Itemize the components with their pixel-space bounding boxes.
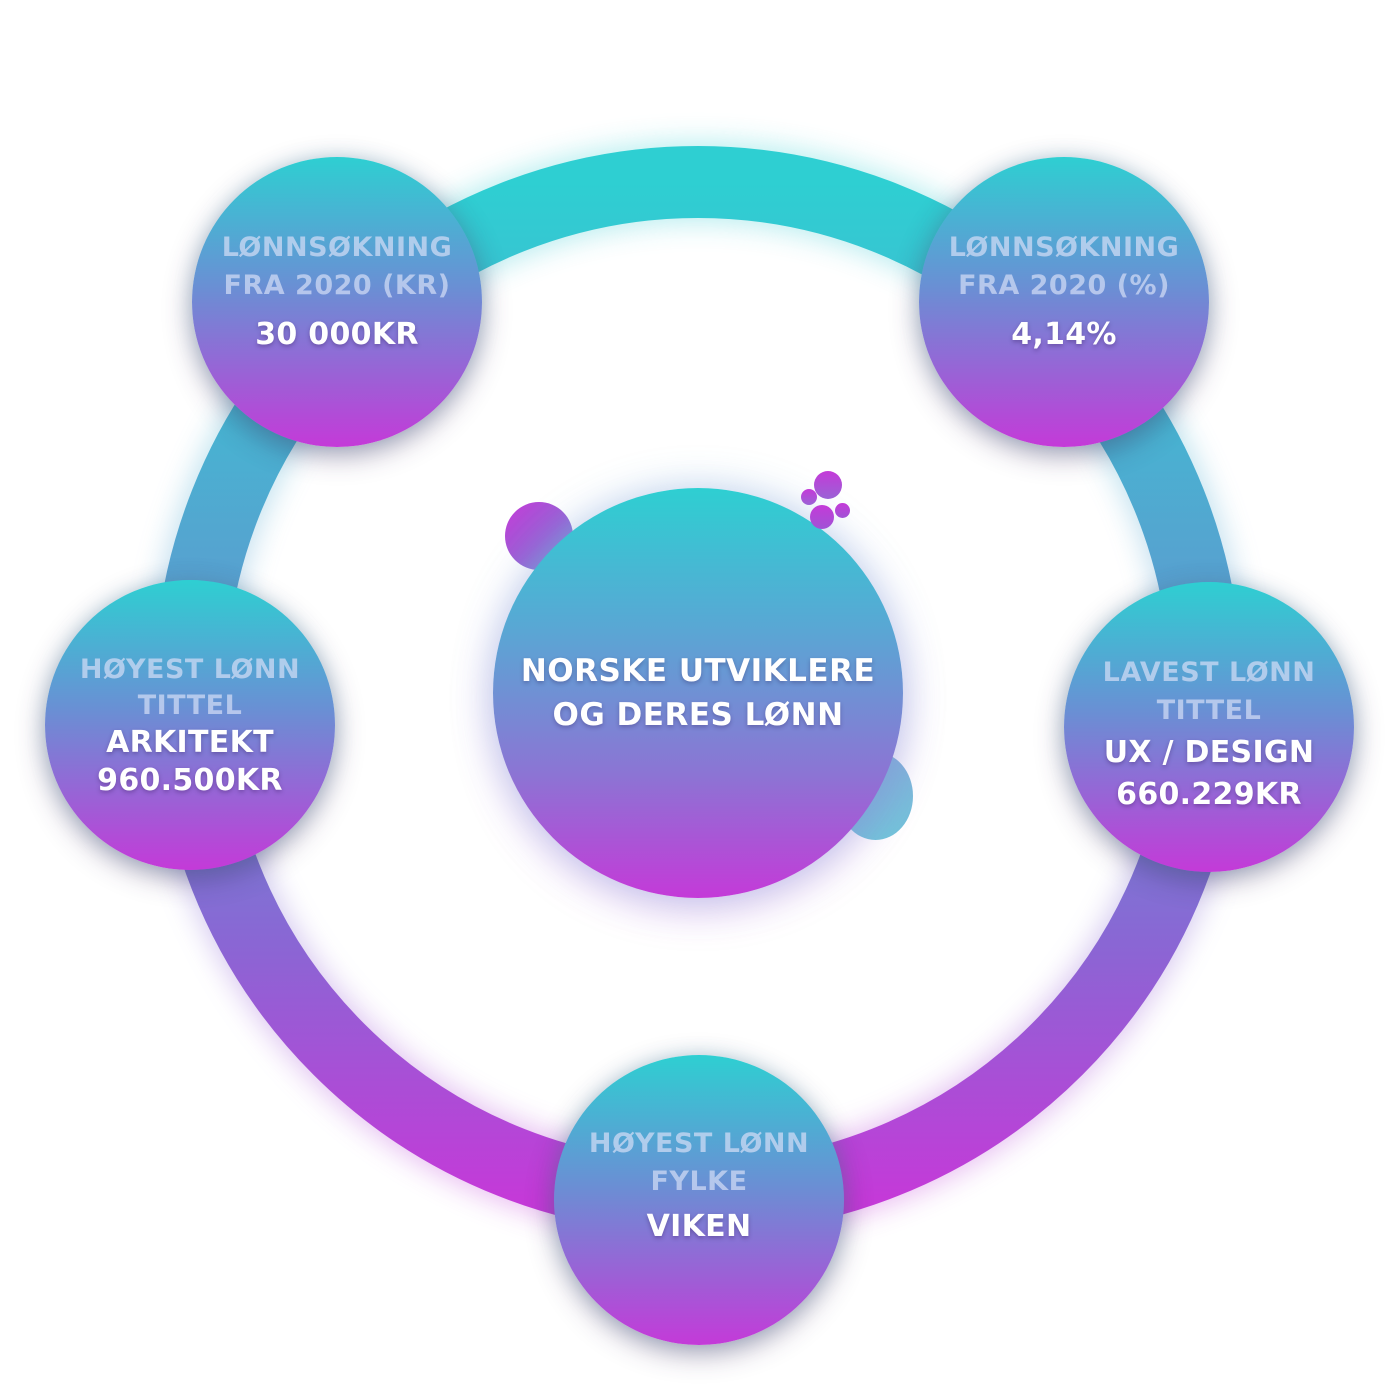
node-label-line-2: FYLKE [650,1166,748,1197]
node-lowest-salary-title: LAVEST LØNN TITTEL UX / DESIGN 660.229KR [1064,582,1354,872]
node-label-line-1: LAVEST LØNN [1102,657,1316,688]
node-salary-increase-percent: LØNNSØKNING FRA 2020 (%) 4,14% [919,157,1209,447]
node-highest-salary-county: HØYEST LØNN FYLKE VIKEN [554,1055,844,1345]
node-label-line-1: HØYEST LØNN [79,654,301,685]
center-title-circle: NORSKE UTVIKLERE OG DERES LØNN [493,488,903,898]
node-value: 4,14% [1011,317,1117,352]
node-label-line-2: FRA 2020 (KR) [223,270,451,301]
center-title-line-2: OG DERES LØNN [552,697,844,733]
decorative-bubble [801,489,817,505]
decorative-bubble [814,471,842,499]
node-salary-increase-kr: LØNNSØKNING FRA 2020 (KR) 30 000KR [192,157,482,447]
node-label-line-1: HØYEST LØNN [588,1128,810,1159]
node-value: VIKEN [646,1209,752,1244]
decorative-bubble [835,503,850,518]
node-value: 30 000KR [255,317,419,352]
node-label-line-1: LØNNSØKNING [221,232,453,263]
node-value-line-1: UX / DESIGN [1103,735,1315,770]
node-value-line-2: 960.500KR [97,763,283,798]
node-value-line-2: 660.229KR [1116,777,1302,812]
node-label-line-1: LØNNSØKNING [948,232,1180,263]
node-label-line-2: FRA 2020 (%) [958,270,1170,301]
decorative-bubble [810,505,834,529]
center-title-line-1: NORSKE UTVIKLERE [520,653,876,689]
node-highest-salary-title: HØYEST LØNN TITTEL ARKITEKT 960.500KR [45,580,335,870]
node-label-line-2: TITTEL [137,690,243,721]
node-label-line-2: TITTEL [1156,695,1262,726]
node-value-line-1: ARKITEKT [106,725,274,760]
